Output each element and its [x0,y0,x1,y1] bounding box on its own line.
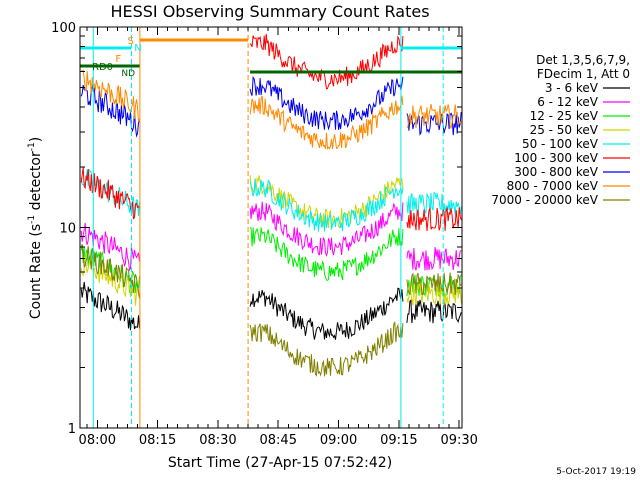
series-line-5 [80,33,462,231]
series-line-6 [80,75,462,138]
legend-label-1: 6 - 12 keV [537,95,599,109]
series-line-7 [81,69,462,151]
legend-label-7: 800 - 7000 keV [507,179,599,193]
y-axis-label-end: ) [28,137,44,142]
y-tick-label-2: 100 [51,21,76,36]
x-tick-label-4: 09:00 [320,433,357,448]
legend-header-2: FDecim 1, Att 0 [537,67,630,81]
series-line-2 [80,226,462,298]
x-tick-label-1: 08:15 [139,433,176,448]
series-line-8 [80,244,462,377]
x-tick-label-5: 09:15 [380,433,417,448]
y-axis-label-sup2: -1 [27,142,37,151]
x-tick-label-3: 08:45 [260,433,297,448]
y-axis-label-main: Count Rate (s [28,224,44,319]
tick-layer: 08:00 08:15 08:30 08:45 09:00 09:15 09:30 1 10 10… [51,21,478,448]
legend-label-8: 7000 - 20000 keV [491,193,598,207]
x-tick-label-0: 08:00 [79,433,116,448]
flag-label-nd: ND [121,69,135,79]
legend-label-3: 25 - 50 keV [530,123,599,137]
x-tick-label-6: 09:30 [440,433,477,448]
y-axis-label-mid: detector [28,151,44,215]
y-axis-label: Count Rate (s-1 detector-1) [27,137,44,319]
flag-label-n: N [134,43,141,54]
x-tick-label-2: 08:30 [199,433,236,448]
y-axis-label-sup1: -1 [27,215,37,224]
legend-label-4: 50 - 100 keV [522,137,599,151]
legend-label-0: 3 - 6 keV [545,81,599,95]
y-tick-label-1: 10 [59,222,76,237]
y-tick-label-0: 1 [68,422,76,437]
series-line-1 [80,201,462,272]
flag-label-f: F [115,54,121,65]
legend-header-1: Det 1,3,5,6,7,9, [536,53,630,67]
flag-label-s: S [127,36,133,47]
generation-timestamp: 5-Oct-2017 19:19 [556,467,636,477]
legend-label-5: 100 - 300 keV [514,151,598,165]
chart-title: HESSI Observing Summary Count Rates [110,2,429,21]
series-line-4 [80,168,462,232]
legend-label-6: 300 - 800 keV [514,165,598,179]
flag-label-rd0: RD0 [92,62,113,73]
x-axis-label: Start Time (27-Apr-15 07:52:42) [168,455,392,471]
legend-label-2: 12 - 25 keV [530,109,599,123]
